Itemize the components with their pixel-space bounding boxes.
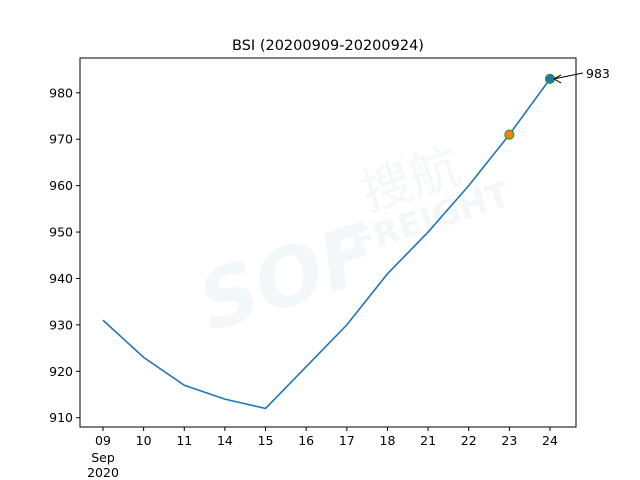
x-tick-label: 22: [461, 433, 477, 448]
plot-area: [102, 73, 556, 410]
y-tick-label: 970: [49, 132, 73, 147]
y-tick-label: 930: [49, 317, 73, 332]
y-tick-label: 940: [49, 271, 73, 286]
chart-title: BSI (20200909-20200924): [232, 38, 424, 54]
series-line: [102, 78, 551, 410]
y-tick-label: 960: [49, 178, 73, 193]
highlight-marker: [504, 129, 515, 140]
x-tick-label: 17: [339, 433, 355, 448]
y-tick-label: 980: [49, 85, 73, 100]
x-tick-label: 14: [217, 433, 233, 448]
y-tick-label: 910: [49, 410, 73, 425]
x-tick-label: 09: [95, 433, 111, 448]
annotation-arrow: [553, 72, 584, 80]
annotation-label: 983: [586, 66, 610, 81]
x-tick-label: 16: [298, 433, 314, 448]
y-axis: 910 920 930 940 950 960 970 980: [49, 85, 80, 425]
annotation-arrowhead: [552, 74, 562, 84]
y-tick-label: 920: [49, 364, 73, 379]
watermark: SOF 搜航 FREIGHT: [188, 137, 516, 350]
axes-frame: [79, 57, 577, 428]
x-sublabel-month: Sep: [91, 450, 115, 465]
x-tick-label: 18: [380, 433, 396, 448]
x-tick-label: 24: [542, 433, 558, 448]
x-tick-label: 11: [176, 433, 192, 448]
x-tick-label: 21: [420, 433, 436, 448]
x-tick-label: 23: [501, 433, 517, 448]
y-tick-label: 950: [49, 225, 73, 240]
x-tick-label: 15: [258, 433, 274, 448]
x-axis: 09 10 11 14 15 16 17 18 21 22 23 24: [95, 427, 558, 448]
x-sublabel-year: 2020: [87, 465, 119, 480]
annotation: 983: [552, 66, 610, 84]
x-tick-label: 10: [136, 433, 152, 448]
